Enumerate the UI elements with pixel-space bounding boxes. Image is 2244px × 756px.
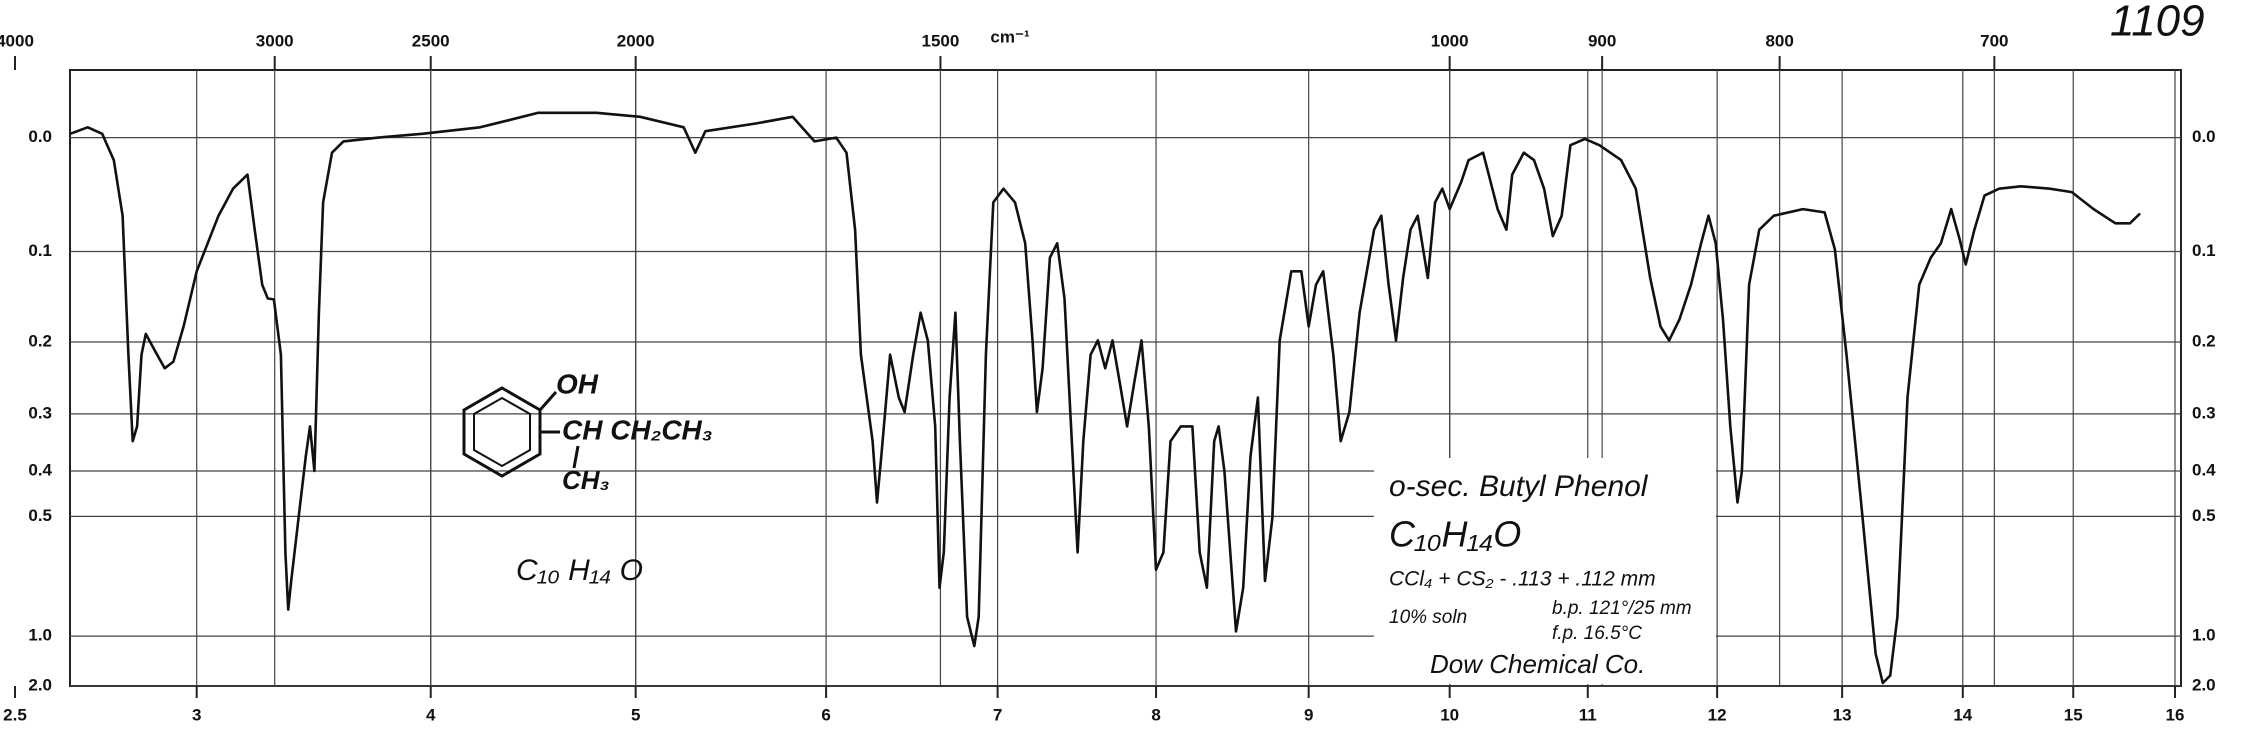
y-tick-label-right: 0.5: [2192, 506, 2216, 525]
compound-formula: C₁₀H₁₄O: [1389, 514, 1521, 555]
x2-tick-label: 900: [1588, 31, 1616, 50]
y-tick-label: 0.3: [28, 403, 52, 422]
x-tick-label: 8: [1151, 705, 1160, 724]
y-tick-label: 0.2: [28, 332, 52, 351]
y-tick-label: 0.0: [28, 127, 52, 146]
y-tick-label: 0.5: [28, 506, 52, 525]
x2-tick-label: 4000: [0, 31, 34, 50]
boiling-point: b.p. 121°/25 mm: [1552, 598, 1692, 619]
structure-label: CH CH₂CH₃: [562, 414, 713, 445]
x-tick-label: 13: [1833, 705, 1852, 724]
grid: [70, 70, 2181, 687]
x2-tick-label: 800: [1765, 31, 1793, 50]
x-tick-label: 15: [2064, 705, 2083, 724]
axes: 0.0 0.0 0.1 0.1 0.2 0.2 0.3 0.3 0.4 0.4 0.5 0.5 1.0 1…: [0, 27, 2216, 724]
x-tick-label: 3: [192, 705, 201, 724]
solution-note: 10% soln: [1389, 607, 1467, 628]
x-tick-label: 6: [821, 705, 830, 724]
y-tick-label-right: 2.0: [2192, 675, 2216, 694]
x2-tick-label: 700: [1980, 31, 2008, 50]
y-tick-label-right: 1.0: [2192, 626, 2216, 645]
x2-tick-label: 2000: [617, 31, 655, 50]
x-tick-label: 10: [1440, 705, 1459, 724]
bond: [538, 391, 558, 411]
benzene-inner: [473, 396, 531, 468]
x-tick-label: 5: [631, 705, 640, 724]
x2-tick-label: 1000: [1431, 31, 1469, 50]
x2-tick-label: 2500: [412, 31, 450, 50]
source: Dow Chemical Co.: [1430, 649, 1645, 679]
spectrum-line: [69, 111, 2142, 685]
y-tick-label-right: 0.0: [2192, 127, 2216, 146]
spectrum-layer: [69, 111, 2142, 685]
structure-sketch: [462, 386, 580, 478]
freezing-point: f.p. 16.5°C: [1552, 623, 1642, 644]
y-tick-label: 2.0: [28, 675, 52, 694]
structure-label: OH: [556, 368, 599, 399]
x2-tick-label: 3000: [256, 31, 294, 50]
y-tick-label-right: 0.2: [2192, 332, 2216, 351]
y-tick-label: 1.0: [28, 626, 52, 645]
x-tick-label: 2.5: [3, 705, 27, 724]
x-tick-label: 7: [993, 705, 1002, 724]
label-box: [1374, 458, 1716, 684]
x-tick-label: 4: [426, 705, 436, 724]
y-tick-label: 0.4: [28, 460, 52, 479]
formula-sketch: C₁₀ H₁₄ O: [516, 554, 643, 587]
structure-label: CH₃: [562, 465, 610, 495]
x2-axis-label: cm⁻¹: [990, 27, 1030, 46]
y-tick-label-right: 0.1: [2192, 241, 2216, 260]
cell-note: CCl₄ + CS₂ - .113 + .112 mm: [1389, 568, 1656, 591]
bond: [572, 445, 580, 469]
plot-frame: [69, 69, 2182, 687]
x2-tick-label: 1500: [922, 31, 960, 50]
x-tick-label: 11: [1579, 705, 1597, 724]
x-tick-label: 12: [1708, 705, 1727, 724]
x-tick-label: 16: [2166, 705, 2185, 724]
y-tick-label-right: 0.3: [2192, 403, 2216, 422]
x-tick-label: 14: [1953, 705, 1972, 724]
compound-name: o-sec. Butyl Phenol: [1389, 470, 1649, 503]
y-tick-label-right: 0.4: [2192, 460, 2216, 479]
y-tick-label: 0.1: [28, 241, 52, 260]
x-tick-label: 9: [1304, 705, 1313, 724]
sheet-number: 1109: [2110, 0, 2205, 46]
